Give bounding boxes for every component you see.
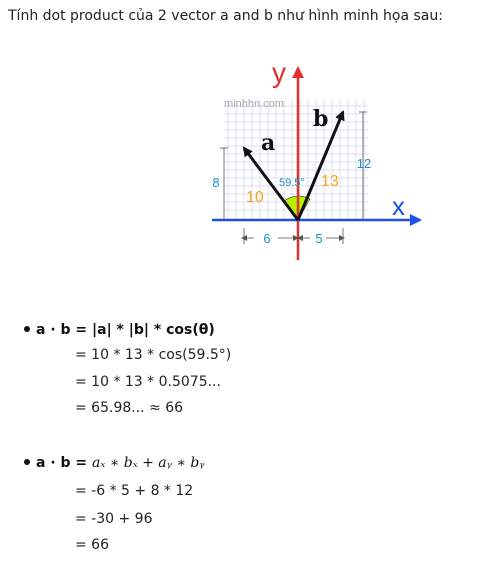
calc2-formula-prefix: a · b =	[36, 455, 88, 471]
intro-text: Tính dot product của 2 vector a and b nh…	[8, 8, 443, 24]
calc1-step2: = 10 * 13 * 0.5075...	[75, 374, 221, 390]
calc2-formula-math: aₓ ∗ bₓ + aᵧ ∗ bᵧ	[92, 455, 205, 471]
calc2-step1: = -6 * 5 + 8 * 12	[75, 483, 194, 499]
vector-a-label: a	[261, 130, 275, 156]
bullet-icon	[24, 459, 30, 465]
calc2-step2: = -30 + 96	[75, 511, 153, 527]
by-label: 12	[357, 156, 371, 171]
calc2-formula-row: a · b = aₓ ∗ bₓ + aᵧ ∗ bᵧ	[24, 455, 205, 471]
angle-label: 59.5°	[279, 177, 305, 189]
axis-x-label: x	[392, 191, 405, 221]
vector-b	[296, 110, 345, 221]
calc1-step1: = 10 * 13 * cos(59.5°)	[75, 347, 232, 363]
length-b: 13	[321, 173, 339, 190]
calc1-step3: = 65.98... ≈ 66	[75, 400, 184, 416]
axis-y-label: y	[272, 57, 286, 88]
calc1-formula-row: a · b = |a| * |b| * cos(θ)	[24, 322, 215, 338]
bx-label: 5	[315, 231, 322, 246]
vector-diagram: minhhn.com y x a b 10 13 59.5° 8 12 6 5	[212, 57, 422, 260]
bullet-icon	[24, 326, 30, 332]
ax-label: 6	[263, 231, 270, 246]
vector-b-label: b	[313, 106, 328, 132]
calc2-step3: = 66	[75, 537, 109, 553]
vector-a	[242, 146, 300, 221]
watermark: minhhn.com	[224, 98, 284, 110]
calc1-formula: a · b = |a| * |b| * cos(θ)	[36, 322, 215, 338]
ay-label: 8	[212, 175, 219, 190]
length-a: 10	[246, 189, 264, 206]
